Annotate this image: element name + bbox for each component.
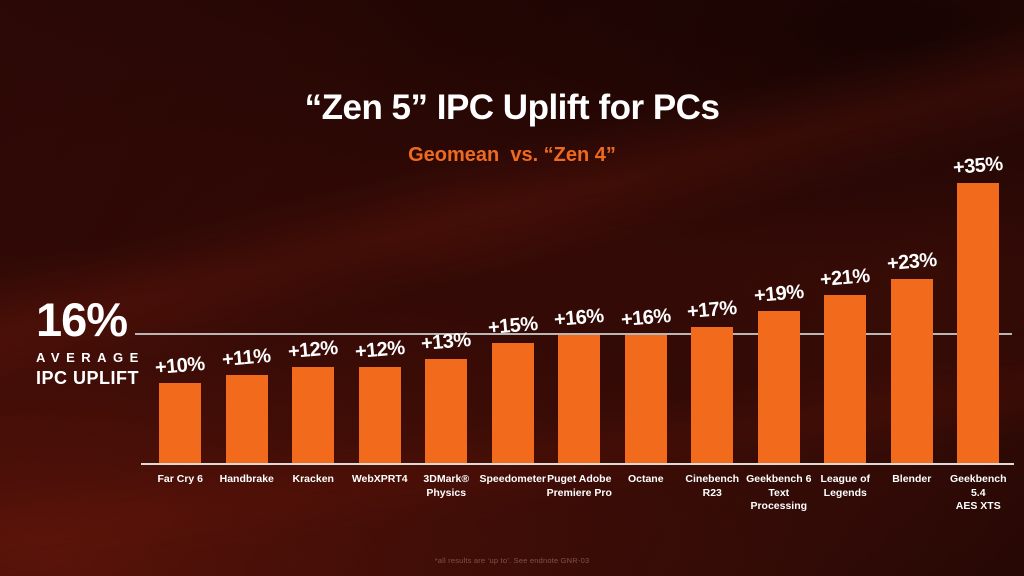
bar	[957, 183, 1000, 463]
category-label: Speedometer	[479, 473, 547, 485]
category-labels-row: Far Cry 6 Handbrake Kracken WebXPRT4 3DMark®…	[147, 473, 1012, 514]
average-label: AVERAGE	[36, 350, 145, 365]
bar-value-label: +16%	[553, 304, 605, 332]
bar-value-label: +19%	[752, 280, 805, 308]
bar-column: +12%	[347, 150, 414, 463]
category-label: Octane	[627, 473, 664, 485]
bar-value-label: +35%	[952, 152, 1004, 180]
bar	[558, 335, 601, 463]
average-reference-line	[135, 333, 1012, 335]
category-label: Geekbench 6 Text Processing	[746, 473, 812, 513]
bar-chart: +10% +11% +12% +12% +13% +15% +16% +16% +17% +19%…	[135, 150, 1014, 512]
category-label: 3DMark® Physics	[423, 473, 470, 499]
bar-value-label: +12%	[353, 336, 406, 364]
bar-value-label: +16%	[619, 304, 672, 332]
category-label: Kracken	[292, 473, 334, 485]
category-label: Cinebench R23	[685, 473, 740, 499]
bar-column: +16%	[613, 150, 680, 463]
bar-column: +10%	[147, 150, 214, 463]
bar	[159, 383, 202, 463]
bar-column: +19%	[746, 150, 813, 463]
bar	[691, 327, 734, 463]
bar-column: +17%	[679, 150, 746, 463]
chart-subtitle: Geomean vs. “Zen 4”	[408, 144, 616, 166]
bar-value-label: +11%	[221, 344, 272, 372]
category-label: Geekbench 5.4 AES XTS	[949, 473, 1007, 513]
category-label: League of Legends	[820, 473, 871, 499]
bar	[824, 295, 867, 463]
bar	[292, 367, 335, 463]
bar	[225, 375, 268, 463]
bar-value-label: +21%	[819, 264, 871, 292]
bar-value-label: +13%	[420, 328, 472, 356]
category-label: Puget Adobe Premiere Pro	[546, 473, 612, 499]
bar-value-label: +23%	[885, 248, 938, 276]
bar-column: +23%	[879, 150, 946, 463]
bar	[425, 359, 468, 463]
bar-value-label: +12%	[287, 336, 339, 364]
category-label: Handbrake	[219, 473, 274, 485]
bars-container: +10% +11% +12% +12% +13% +15% +16% +16% +17% +19%…	[147, 150, 1012, 463]
category-label: WebXPRT4	[351, 473, 408, 485]
bar-column: +12%	[280, 150, 347, 463]
bar-value-label: +10%	[154, 352, 206, 380]
bar	[624, 335, 667, 463]
average-callout: 16% AVERAGE IPC UPLIFT	[36, 296, 145, 389]
bar-column: +35%	[945, 150, 1012, 463]
bar	[491, 343, 534, 463]
bar-column: +16%	[546, 150, 613, 463]
bar-column: +13%	[413, 150, 480, 463]
footnote: *all results are ‘up to’. See endnote GN…	[434, 556, 590, 565]
chart-title: “Zen 5” IPC Uplift for PCs	[304, 88, 720, 127]
category-label: Far Cry 6	[157, 473, 204, 485]
category-label: Blender	[892, 473, 932, 485]
bar-value-label: +17%	[686, 296, 738, 324]
bar	[757, 311, 800, 463]
ipc-uplift-label: IPC UPLIFT	[36, 368, 139, 388]
bar	[358, 367, 401, 463]
bar	[890, 279, 933, 463]
average-value: 16%	[36, 293, 128, 346]
bar-column: +21%	[812, 150, 879, 463]
x-axis-baseline	[141, 463, 1014, 465]
bar-column: +15%	[480, 150, 547, 463]
bar-value-label: +15%	[486, 312, 539, 340]
bar-column: +11%	[214, 150, 281, 463]
